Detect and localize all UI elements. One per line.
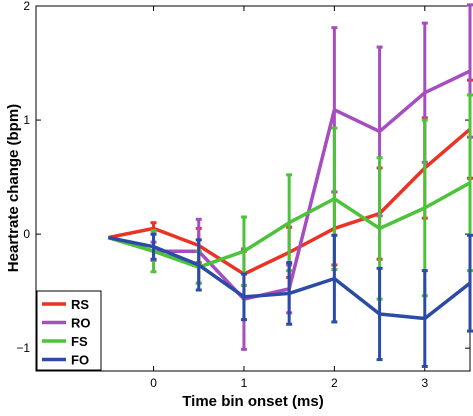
- x-axis-title: Time bin onset (ms): [182, 393, 323, 410]
- plot-area-frame: [35, 5, 471, 372]
- series-line-fo: [107, 235, 472, 321]
- x-tick-label: 3: [421, 376, 428, 390]
- legend-label-fo: FO: [71, 353, 89, 368]
- series-line-fs: [107, 181, 471, 269]
- y-tick-label: −1: [16, 341, 30, 355]
- x-tick-label: 2: [331, 376, 338, 390]
- series-fo: [107, 232, 473, 368]
- series-layer: [107, 3, 473, 368]
- y-tick-label: 2: [23, 0, 30, 13]
- y-tick-labels: −1 0 1 2: [16, 0, 30, 355]
- x-tick-labels: 0 1 2 3: [150, 376, 428, 390]
- legend-label-rs: RS: [71, 297, 89, 312]
- y-axis-title: Heartrate change (bpm): [5, 104, 22, 272]
- legend-label-fs: FS: [71, 334, 88, 349]
- y-tick-label: 0: [23, 227, 30, 241]
- legend: RS RO FS FO: [36, 290, 102, 371]
- x-tick-label: 1: [241, 376, 248, 390]
- x-tick-label: 0: [150, 376, 157, 390]
- y-tick-label: 1: [23, 113, 30, 127]
- legend-label-ro: RO: [71, 316, 91, 331]
